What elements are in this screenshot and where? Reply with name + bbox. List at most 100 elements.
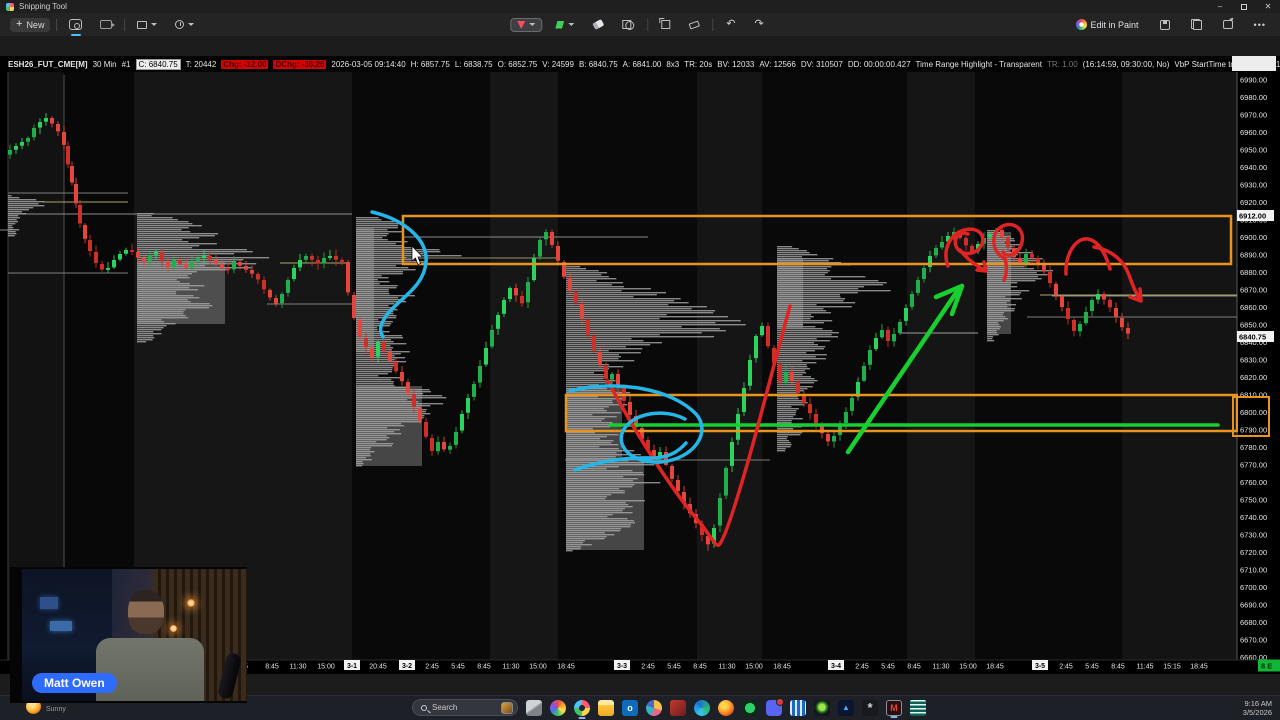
- pen-tool-button[interactable]: [510, 17, 543, 32]
- task-view-icon[interactable]: [526, 699, 542, 716]
- snip-delay-dropdown[interactable]: [169, 18, 200, 31]
- close-button[interactable]: ✕: [1264, 2, 1272, 11]
- redo-button[interactable]: ↷: [749, 17, 770, 32]
- webcam-person-head: [127, 590, 164, 635]
- axis-label: 3-2: [402, 663, 412, 670]
- session-band: [975, 72, 1122, 660]
- axis-label: 5:45: [451, 664, 465, 671]
- axis-label: 6860.00: [1240, 303, 1267, 312]
- axis-label: 15:00: [745, 664, 763, 671]
- video-icon: [100, 20, 116, 29]
- chart-header-segment: #1: [121, 59, 131, 69]
- chart-header-segment: AV: 12566: [759, 59, 796, 69]
- file-explorer-icon[interactable]: [598, 699, 614, 716]
- chart-header-segment: H: 6857.75: [410, 59, 450, 69]
- taskbar-clock[interactable]: 9:16 AM 3/5/2026: [1243, 699, 1272, 717]
- chevron-down-icon: [188, 23, 195, 26]
- firefox-icon[interactable]: [718, 699, 734, 716]
- eraser-tool-button[interactable]: [587, 19, 609, 30]
- chart-header-segment: O: 6852.75: [497, 59, 538, 69]
- copy-icon: [1190, 19, 1202, 30]
- notes-app-icon[interactable]: [910, 699, 926, 716]
- green-chat-app-icon[interactable]: [742, 699, 758, 716]
- axis-label: 15:00: [959, 664, 977, 671]
- edit-in-paint-button[interactable]: Edit in Paint: [1070, 17, 1145, 32]
- color-wheel-app-icon[interactable]: [550, 699, 566, 716]
- webcam-video: Matt Owen: [22, 569, 247, 701]
- green-arrow: [845, 287, 961, 455]
- axis-label: 6770.00: [1240, 461, 1267, 470]
- mouse-cursor: [411, 245, 424, 265]
- axis-label: 2:45: [641, 664, 655, 671]
- edge-icon[interactable]: [694, 699, 710, 716]
- axis-label: 6730.00: [1240, 531, 1267, 540]
- search-input[interactable]: Search: [412, 699, 518, 716]
- new-snip-button[interactable]: + New: [10, 17, 51, 32]
- session-band: [64, 72, 134, 660]
- titlebar: Snipping Tool – ✕: [0, 0, 1280, 13]
- axis-label: 3-3: [617, 663, 627, 670]
- chart-header-segment: A: 6841.00: [622, 59, 662, 69]
- chevron-down-icon: [529, 23, 536, 26]
- crop-tool-button[interactable]: [655, 18, 676, 31]
- m-app-icon[interactable]: M: [886, 699, 902, 716]
- save-button[interactable]: [1154, 18, 1176, 32]
- panels-app-icon[interactable]: [790, 699, 806, 716]
- bird-app-icon[interactable]: ▲: [838, 699, 854, 716]
- plus-icon: +: [16, 18, 23, 30]
- chart-header-segment: 2026-03-05 09:14:40: [331, 59, 406, 69]
- axis-label: 6970.00: [1240, 111, 1267, 120]
- highlighter-tool-button[interactable]: [549, 19, 580, 31]
- pie-chart-app-icon[interactable]: [646, 699, 662, 716]
- axis-label: 6760.00: [1240, 478, 1267, 487]
- axis-label: 6680.00: [1240, 618, 1267, 627]
- record-mode-button[interactable]: [94, 18, 118, 31]
- rectangle-icon: [137, 20, 148, 29]
- undo-button[interactable]: ↶: [720, 17, 741, 32]
- start-button[interactable]: [388, 700, 404, 716]
- search-icon: [421, 704, 427, 711]
- axis-label: 2:45: [855, 664, 869, 671]
- snipping-tool-icon[interactable]: [574, 699, 590, 716]
- discord-icon[interactable]: [766, 697, 784, 716]
- snipping-toolbar: + New ↶ ↷ Edit in Paint: [0, 13, 1280, 36]
- webcam-overlay: Matt Owen: [10, 567, 247, 703]
- axis-label: 8:45: [907, 664, 921, 671]
- orb-app-icon[interactable]: [814, 699, 830, 716]
- more-options-button[interactable]: •••: [1248, 18, 1272, 32]
- chart-header-segment: TR: 20s: [684, 59, 713, 69]
- cyan-annotation: [568, 384, 704, 464]
- axis-label: 2:45: [425, 664, 439, 671]
- axis-label: 6690.00: [1240, 601, 1267, 610]
- chart-header-segment: Chg: -12.00: [221, 59, 269, 69]
- axis-label: 6940.00: [1240, 163, 1267, 172]
- snip-shape-dropdown[interactable]: [131, 19, 163, 31]
- new-label: New: [26, 19, 45, 30]
- axis-label: 6920.00: [1240, 198, 1267, 207]
- axis-label: 6700.00: [1240, 583, 1267, 592]
- copy-button[interactable]: [1185, 17, 1208, 32]
- axis-label: 15:15: [1163, 664, 1181, 671]
- shapes-tool-button[interactable]: [616, 18, 640, 32]
- weather-condition: Sunny: [46, 706, 66, 713]
- red-app-icon[interactable]: [670, 699, 686, 716]
- axis-label: 18:45: [1190, 664, 1208, 671]
- time-axis[interactable]: 58:4511:3015:003-120:453-22:455:458:4511…: [244, 659, 1280, 672]
- pen-icon: [517, 20, 526, 29]
- minimize-button[interactable]: –: [1217, 2, 1223, 11]
- snip-mode-button[interactable]: [63, 17, 88, 32]
- ruler-tool-button[interactable]: [683, 19, 705, 30]
- axis-label: 3-5: [1035, 663, 1045, 670]
- axis-label: 6960.00: [1240, 128, 1267, 137]
- price-axis[interactable]: 6990.00 6980.00 6970.00 6960.00 6950.00 6940.…: [1232, 76, 1274, 663]
- axis-label: 15:00: [317, 664, 335, 671]
- chart-header-segment: 8x3: [666, 59, 680, 69]
- redo-icon: ↷: [754, 18, 764, 30]
- maximize-button[interactable]: [1232, 0, 1256, 13]
- ruler-icon: [688, 19, 701, 30]
- outlook-icon[interactable]: o: [622, 699, 638, 716]
- share-button[interactable]: [1217, 18, 1239, 31]
- axis-label: 8:45: [693, 664, 707, 671]
- spark-app-icon[interactable]: *: [862, 699, 878, 716]
